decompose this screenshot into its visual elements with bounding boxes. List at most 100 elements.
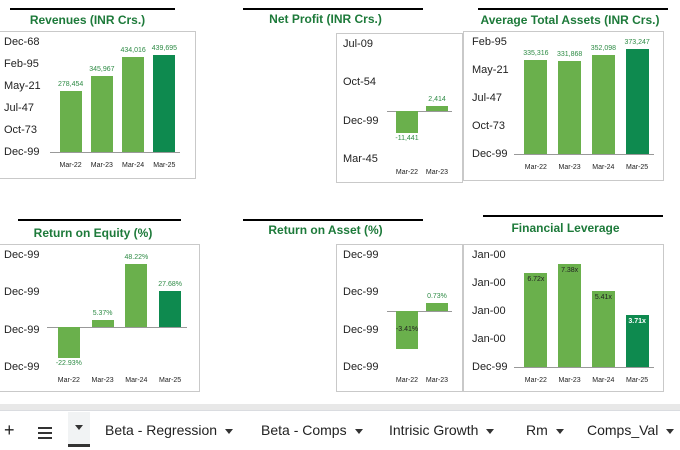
- chart-bar[interactable]: [591, 291, 615, 367]
- x-tick-label: Mar-25: [153, 162, 176, 169]
- chart-revenues[interactable]: Dec-68 Feb-95 May-21 Jul-47 Oct-73 Dec-99 278,…: [0, 31, 196, 179]
- scroll-strip: [0, 404, 680, 412]
- x-tick-label: Mar-23: [558, 164, 581, 171]
- x-tick-label: Mar-24: [122, 162, 145, 169]
- chart-net-profit[interactable]: Jul-09 Oct-54 Dec-99 Mar-45 -11,441 Mar-22 2,4…: [336, 33, 463, 183]
- sheet-tab-label: Intrisic Growth: [389, 422, 479, 438]
- x-axis-line: [387, 311, 452, 312]
- data-label: 352,098: [590, 45, 617, 53]
- y-tick-label: Mar-45: [343, 153, 378, 165]
- title-rule-fin-leverage: [483, 215, 663, 217]
- sheet-tab-label: Beta - Comps: [261, 422, 347, 438]
- y-tick-label: Jul-47: [4, 102, 34, 114]
- chart-title-roa: Return on Asset (%): [268, 223, 383, 237]
- y-tick-label: Jan-00: [472, 277, 506, 289]
- x-tick-label: Mar-22: [57, 377, 80, 384]
- data-label: 434,016: [120, 46, 146, 54]
- x-tick-label: Mar-22: [524, 164, 547, 171]
- y-tick-label: Jan-00: [472, 249, 506, 261]
- chart-bar[interactable]: [91, 320, 114, 328]
- sheet-tab-rm[interactable]: Rm: [526, 418, 564, 442]
- data-label: -3.41%: [395, 326, 419, 334]
- data-label: 345,967: [89, 65, 115, 73]
- x-tick-label: Mar-23: [558, 377, 581, 384]
- y-tick-label: Oct-54: [343, 76, 377, 89]
- y-tick-label: Dec-99: [343, 361, 379, 373]
- chart-bar[interactable]: [558, 61, 582, 154]
- x-tick-label: Mar-22: [395, 169, 419, 176]
- current-sheet-tab[interactable]: [68, 412, 90, 447]
- x-tick-label: Mar-24: [592, 164, 615, 171]
- chart-avg-total-assets[interactable]: Feb-95 May-21 Jul-47 Oct-73 Dec-99 335,316 Mar…: [463, 31, 664, 181]
- sheet-tab-beta-regression[interactable]: Beta - Regression: [105, 418, 234, 442]
- data-label: 439,695: [151, 45, 178, 53]
- chart-title-roe: Return on Equity (%): [33, 226, 153, 240]
- chart-bar[interactable]: [57, 327, 80, 358]
- add-sheet-button[interactable]: +: [4, 420, 15, 440]
- chart-fin-leverage[interactable]: Jan-00 Jan-00 Jan-00 Jan-00 Dec-99 6.72x Mar-2…: [463, 244, 664, 392]
- y-tick-label: Oct-73: [472, 120, 506, 132]
- chart-bar[interactable]: [591, 55, 615, 154]
- all-sheets-menu-icon[interactable]: [38, 424, 52, 448]
- y-tick-label: Dec-99: [4, 323, 40, 336]
- data-label: 6.72x: [527, 275, 545, 283]
- y-tick-label: Dec-99: [4, 249, 40, 261]
- chart-bar[interactable]: [59, 90, 82, 152]
- chevron-down-icon: [555, 428, 564, 434]
- x-axis-line: [387, 111, 452, 113]
- chart-bar[interactable]: [625, 315, 649, 367]
- data-label: -22.93%: [55, 359, 82, 367]
- y-tick-label: Dec-99: [4, 146, 40, 158]
- chart-roa[interactable]: Dec-99 Dec-99 Dec-99 Dec-99 -3.41% Mar-22 0.73…: [336, 244, 463, 392]
- sheet-tab-comps-val[interactable]: Comps_Val: [587, 418, 675, 442]
- sheet-tab-bar: [0, 410, 680, 450]
- x-tick-label: Mar-23: [91, 377, 114, 384]
- x-axis-line: [47, 327, 187, 329]
- chart-bar[interactable]: [396, 311, 418, 350]
- x-tick-label: Mar-23: [425, 169, 449, 176]
- data-label: 27.68%: [158, 280, 182, 288]
- title-rule-revenues: [10, 8, 175, 10]
- data-label: 5.41x: [594, 294, 612, 302]
- x-tick-label: Mar-23: [425, 377, 449, 384]
- x-axis-line: [50, 152, 180, 153]
- sheet-tab-beta-comps[interactable]: Beta - Comps: [261, 418, 363, 442]
- y-tick-label: Dec-99: [472, 361, 508, 373]
- data-label: 3.71x: [628, 318, 646, 326]
- y-tick-label: Jan-00: [472, 333, 506, 345]
- data-label: 48.22%: [124, 253, 149, 261]
- chart-bar[interactable]: [90, 75, 113, 152]
- x-axis-line: [514, 367, 654, 368]
- chart-bar[interactable]: [153, 55, 176, 152]
- y-tick-label: Dec-99: [343, 114, 379, 127]
- y-tick-label: May-21: [4, 80, 41, 92]
- chart-bar[interactable]: [159, 290, 182, 328]
- data-label: 335,316: [523, 50, 549, 58]
- y-tick-label: Feb-95: [4, 58, 39, 70]
- chart-bar[interactable]: [396, 111, 418, 133]
- chart-bar[interactable]: [524, 60, 548, 154]
- chart-bar[interactable]: [122, 56, 145, 152]
- x-axis-line: [514, 154, 654, 155]
- y-tick-label: Jul-47: [472, 92, 502, 104]
- chart-bar[interactable]: [426, 106, 448, 112]
- chart-bar[interactable]: [524, 272, 548, 367]
- chart-bar[interactable]: [125, 263, 148, 328]
- x-tick-label: Mar-25: [626, 377, 649, 384]
- data-label: 7.38x: [561, 266, 579, 274]
- data-label: -11,441: [395, 135, 419, 142]
- data-label: 2,414: [428, 96, 446, 104]
- x-tick-label: Mar-23: [90, 162, 113, 169]
- chart-bar[interactable]: [558, 263, 582, 367]
- chart-bar[interactable]: [426, 302, 448, 311]
- y-tick-label: Dec-99: [472, 148, 508, 160]
- sheet-tab-label: Beta - Regression: [105, 422, 218, 438]
- y-tick-label: Oct-73: [4, 124, 38, 136]
- title-rule-avg-total-assets: [478, 8, 668, 10]
- sheet-tab-intrisic-growth[interactable]: Intrisic Growth: [389, 418, 495, 442]
- chart-roe[interactable]: Dec-99 Dec-99 Dec-99 Dec-99 -22.93% Mar-22 5.3…: [0, 244, 200, 392]
- chart-bar[interactable]: [625, 49, 649, 154]
- x-tick-label: Mar-22: [395, 377, 419, 384]
- chart-title-revenues: Revenues (INR Crs.): [29, 13, 146, 27]
- y-tick-label: Dec-99: [4, 361, 40, 373]
